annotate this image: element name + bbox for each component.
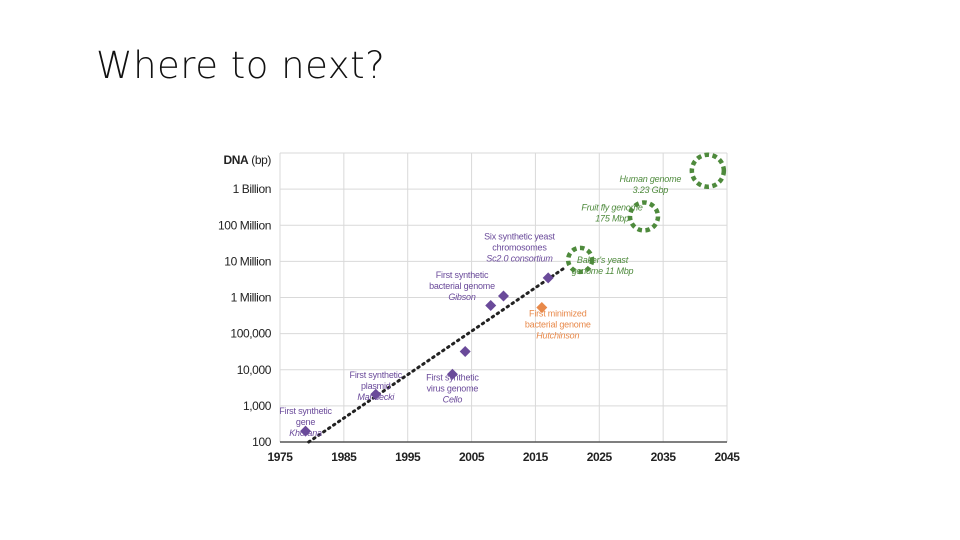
x-tick-1975: 1975 [267,450,293,464]
data-point-synthetic-4 [485,300,497,312]
x-tick-labels: 1975 1985 1995 2005 2015 2025 2035 2045 [267,450,740,464]
slide-title: Where to next? [96,44,386,87]
data-point-synthetic-0 [300,425,312,437]
projected-genome-0 [565,245,595,275]
x-tick-1995: 1995 [395,450,421,464]
data-point-synthetic-3 [459,346,471,358]
y-axis-label-unit: (bp) [248,153,271,167]
y-tick-label: 100,000 [230,327,271,341]
y-tick-label: 10 Million [224,254,271,268]
annotation-line: Baker's yeast [577,255,629,265]
annotation-line: gene [296,417,315,427]
trendline [307,266,566,444]
y-axis-label-bold: DNA [224,153,250,167]
annotation-1: First synthetic plasmid Mandecki [350,370,403,402]
annotation-line: plasmid [361,381,391,391]
annotation-line: First synthetic [350,370,403,380]
y-tick-labels: 100 1,000 10,000 100,000 1 Million 10 Million… [218,182,272,449]
x-tick-2005: 2005 [459,450,485,464]
annotation-line: Sc2.0 consortium [486,254,553,264]
y-tick-label: 100 Million [218,218,271,232]
x-tick-2025: 2025 [587,450,613,464]
annotation-line: Khorana [289,428,322,438]
annotation-3: First synthetic bacterial genome Gibson [429,270,495,302]
projected-genome-2 [689,152,727,189]
annotation-7: Human genome 3.23 Gbp [620,174,682,195]
annotation-line: Mandecki [357,392,395,402]
annotation-line: Cello [443,395,463,405]
annotation-line: Fruit fly genome [581,202,643,212]
annotation-line: 175 Mbp [595,213,629,223]
annotation-4: Six synthetic yeast chromosomes Sc2.0 cons… [484,232,555,264]
data-point-synthetic-1 [370,388,382,400]
data-point-synthetic-5 [498,290,509,302]
annotation-line: genome 11 Mbp [572,266,634,276]
annotation-line: 3.23 Gbp [633,185,669,195]
annotation-line: Gibson [448,292,476,302]
annotation-5: First minimized bacterial genome Hutchinso… [525,308,591,340]
x-tick-2045: 2045 [714,450,740,464]
annotation-line: Six synthetic yeast [484,232,555,242]
y-axis-label: DNA (bp) [224,153,272,167]
projected-genome-1 [627,200,661,233]
annotation-line: Hutchinson [536,330,579,340]
annotation-line: bacterial genome [525,319,591,329]
annotation-line: bacterial genome [429,281,495,291]
annotation-6: Baker's yeast genome 11 Mbp [572,255,634,276]
y-tick-label: 1 Billion [233,182,271,196]
data-point-synthetic-2 [446,368,458,380]
data-marks [300,152,727,437]
y-tick-label: 1,000 [243,399,272,413]
annotation-0: First synthetic gene Khorana [279,406,332,438]
chart-grid [279,152,728,443]
y-tick-label: 100 [252,435,272,449]
annotation-line: Human genome [620,174,682,184]
annotation-line: First synthetic [436,270,489,280]
trendline-dotted [307,266,566,444]
annotation-line: First synthetic [279,406,332,416]
annotation-line: First minimized [529,308,587,318]
annotation-2: First synthetic virus genome Cello [426,373,479,405]
annotation-line: chromosomes [492,243,547,253]
x-tick-2035: 2035 [651,450,677,464]
annotation-line: First synthetic [426,373,479,383]
x-tick-1985: 1985 [331,450,357,464]
annotation-8: Fruit fly genome 175 Mbp [581,202,643,223]
x-tick-2015: 2015 [523,450,549,464]
data-point-synthetic-6 [542,272,554,284]
y-tick-label: 10,000 [237,363,272,377]
annotation-line: virus genome [427,384,479,394]
y-tick-label: 1 Million [231,291,271,305]
data-point-minimized-0 [536,301,548,313]
